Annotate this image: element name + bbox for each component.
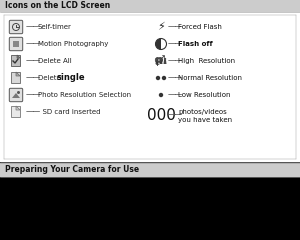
Bar [11, 106, 20, 117]
Circle shape [156, 58, 158, 60]
Text: Self-timer: Self-timer [38, 24, 72, 30]
Polygon shape [16, 72, 20, 76]
Text: ——: —— [168, 23, 183, 31]
Text: ⚡: ⚡ [157, 22, 165, 32]
Text: ——: —— [26, 73, 41, 83]
Text: Delete: Delete [38, 75, 63, 81]
Circle shape [162, 76, 166, 80]
Text: Icons on the LCD Screen: Icons on the LCD Screen [5, 1, 110, 11]
Bar [13, 43, 15, 45]
Polygon shape [16, 106, 20, 110]
Text: ——: —— [168, 56, 183, 66]
Bar [15, 41, 17, 43]
Bar [15, 43, 17, 45]
Circle shape [159, 93, 163, 97]
Text: ⚤: ⚤ [153, 56, 165, 66]
Text: ——: —— [168, 110, 183, 120]
Bar [11, 55, 20, 66]
Bar [11, 72, 20, 83]
FancyBboxPatch shape [9, 37, 23, 51]
Text: Preparing Your Camera for Use: Preparing Your Camera for Use [5, 166, 139, 174]
Text: photos/videos: photos/videos [178, 109, 227, 115]
Bar [0, 0, 300, 12]
Polygon shape [160, 60, 163, 64]
Text: Delete All: Delete All [38, 58, 72, 64]
Bar [0, 12, 300, 162]
Bar [15, 45, 17, 47]
FancyBboxPatch shape [9, 20, 23, 34]
Text: Photo Resolution Selection: Photo Resolution Selection [38, 92, 131, 98]
Text: you have taken: you have taken [178, 117, 232, 123]
Circle shape [17, 91, 20, 94]
Bar [17, 43, 19, 45]
Text: Normal Resolution: Normal Resolution [178, 75, 242, 81]
Polygon shape [164, 60, 166, 64]
Text: Motion Photography: Motion Photography [38, 41, 108, 47]
FancyBboxPatch shape [9, 88, 23, 102]
Text: Forced Flash: Forced Flash [178, 24, 222, 30]
Text: ——: —— [168, 73, 183, 83]
Text: ——: —— [26, 40, 41, 48]
Bar [17, 41, 19, 43]
Circle shape [155, 38, 167, 49]
Bar [0, 163, 300, 177]
Polygon shape [155, 38, 161, 49]
Text: Low Resolution: Low Resolution [178, 92, 230, 98]
Bar [17, 45, 19, 47]
Text: ——: —— [26, 23, 41, 31]
Text: ——: —— [168, 40, 183, 48]
Text: ——: —— [168, 90, 183, 100]
Text: SD card inserted: SD card inserted [38, 109, 100, 115]
Polygon shape [155, 60, 158, 64]
Text: High  Resolution: High Resolution [178, 58, 235, 64]
Bar [13, 41, 15, 43]
Text: 000: 000 [147, 108, 175, 122]
Circle shape [156, 76, 160, 80]
Bar [13, 45, 15, 47]
Polygon shape [12, 93, 20, 98]
Circle shape [160, 58, 162, 60]
Polygon shape [17, 55, 20, 58]
Text: single: single [56, 73, 85, 83]
Text: ——: —— [26, 108, 41, 116]
Text: Flash off: Flash off [178, 41, 213, 47]
Text: ——: —— [26, 90, 41, 100]
Circle shape [164, 58, 166, 60]
Text: ——: —— [26, 56, 41, 66]
